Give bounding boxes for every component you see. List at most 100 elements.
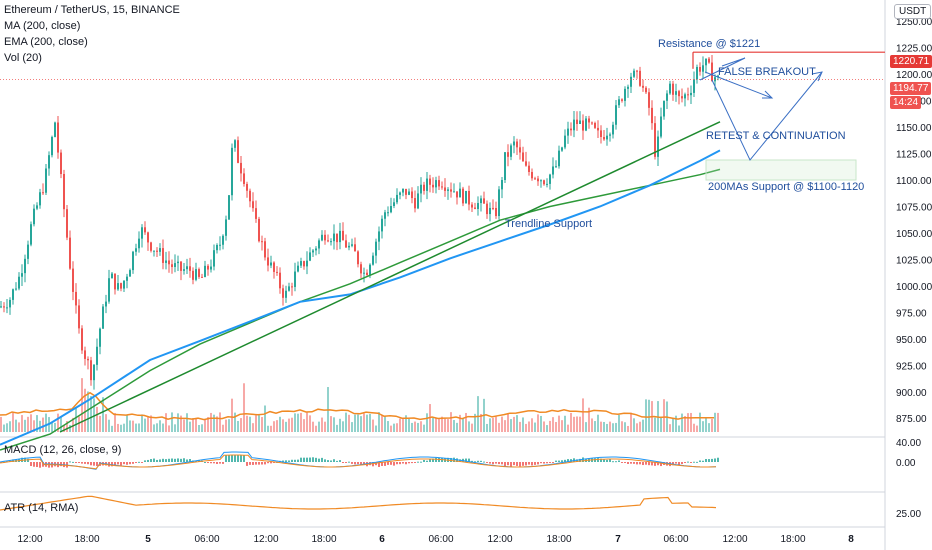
trendline-support <box>59 121 721 433</box>
volume-bar <box>291 417 293 432</box>
macd-histogram-bar <box>336 460 338 462</box>
currency-button[interactable]: USDT <box>894 4 932 19</box>
candle <box>684 94 686 99</box>
macd-histogram-bar <box>396 462 398 465</box>
candle <box>93 364 95 381</box>
macd-histogram-bar <box>168 458 170 462</box>
y-tick-label: 1250.00 <box>896 17 932 28</box>
volume-bar <box>582 398 584 432</box>
volume-bar <box>558 415 560 432</box>
volume-bar <box>126 414 128 432</box>
candle <box>570 128 572 131</box>
candle <box>534 178 536 180</box>
macd-histogram-bar <box>576 459 578 462</box>
candle <box>129 270 131 277</box>
macd-histogram-bar <box>42 462 44 467</box>
trendline-note: Trendline Support <box>505 218 593 230</box>
candle <box>228 195 230 220</box>
macd-label[interactable]: MACD (12, 26, close, 9) <box>4 444 122 456</box>
candle <box>282 288 284 298</box>
macd-histogram-bar <box>135 462 137 463</box>
volume-bar <box>300 412 302 432</box>
candle <box>561 147 563 151</box>
volume-bar <box>660 416 662 432</box>
candle <box>663 100 665 117</box>
candle <box>87 358 89 361</box>
macd-histogram-bar <box>84 462 86 464</box>
candle <box>477 203 479 209</box>
candle <box>414 198 416 209</box>
macd-histogram-bar <box>600 458 602 462</box>
x-tick-label: 18:00 <box>74 534 99 545</box>
volume-bar <box>690 412 692 432</box>
volume-bar <box>609 421 611 432</box>
x-tick-label: 12:00 <box>17 534 42 545</box>
volume-bar <box>99 415 101 432</box>
candle <box>156 250 158 252</box>
volume-bar <box>324 421 326 432</box>
volume-bar <box>654 417 656 432</box>
ema-200-line <box>0 149 721 446</box>
vol-label[interactable]: Vol (20) <box>4 52 42 64</box>
volume-bar <box>639 421 641 432</box>
candle <box>441 186 443 188</box>
x-tick-label: 7 <box>615 534 621 545</box>
volume-bar <box>141 414 143 432</box>
candle <box>207 265 209 270</box>
volume-bar <box>516 415 518 432</box>
candle <box>60 152 62 175</box>
candle <box>291 286 293 288</box>
y-tick-label: 1100.00 <box>896 176 932 187</box>
volume-bar <box>699 412 701 432</box>
candle <box>426 178 428 191</box>
candle <box>564 135 566 148</box>
volume-bar <box>663 399 665 432</box>
volume-bar <box>693 423 695 432</box>
volume-bar <box>51 422 53 432</box>
volume-bar <box>72 417 74 432</box>
volume-bar <box>708 423 710 432</box>
candle <box>81 328 83 351</box>
macd-histogram-bar <box>36 462 38 468</box>
projection-arrow-fb <box>704 71 773 99</box>
volume-bar <box>669 424 671 432</box>
volume-bar <box>378 412 380 432</box>
ema-label[interactable]: EMA (200, close) <box>4 36 88 48</box>
volume-bar <box>240 418 242 432</box>
volume-bar <box>63 425 65 432</box>
candle <box>153 250 155 252</box>
macd-histogram-bar <box>528 462 530 465</box>
candle <box>492 207 494 209</box>
volume-bar <box>234 412 236 432</box>
macd-histogram-bar <box>564 459 566 462</box>
macd-histogram-bar <box>267 462 269 464</box>
macd-histogram-bar <box>348 461 350 463</box>
ma-label[interactable]: MA (200, close) <box>4 20 81 32</box>
volume-bar <box>462 418 464 432</box>
volume-bar <box>261 417 263 432</box>
candle <box>513 141 515 146</box>
macd-histogram-bar <box>198 459 200 462</box>
volume-bar <box>57 413 59 432</box>
volume-bar <box>501 416 503 432</box>
candle <box>543 180 545 185</box>
macd-histogram-bar <box>165 459 167 462</box>
candle <box>222 235 224 245</box>
last-price-badge: 1194.77 <box>890 82 932 95</box>
candle <box>435 180 437 188</box>
candle <box>447 189 449 191</box>
volume-bar <box>519 421 521 432</box>
macd-histogram-bar <box>558 460 560 462</box>
volume-bar <box>21 415 23 432</box>
atr-label[interactable]: ATR (14, RMA) <box>4 502 79 514</box>
candle <box>180 261 182 271</box>
macd-histogram-bar <box>360 462 362 465</box>
macd-histogram-bar <box>399 462 401 465</box>
x-tick-label: 6 <box>379 534 385 545</box>
candle <box>525 161 527 166</box>
volume-bar <box>444 418 446 432</box>
macd-histogram-bar <box>318 458 320 462</box>
y-tick-label: 1200.00 <box>896 70 932 81</box>
candle <box>717 75 719 78</box>
